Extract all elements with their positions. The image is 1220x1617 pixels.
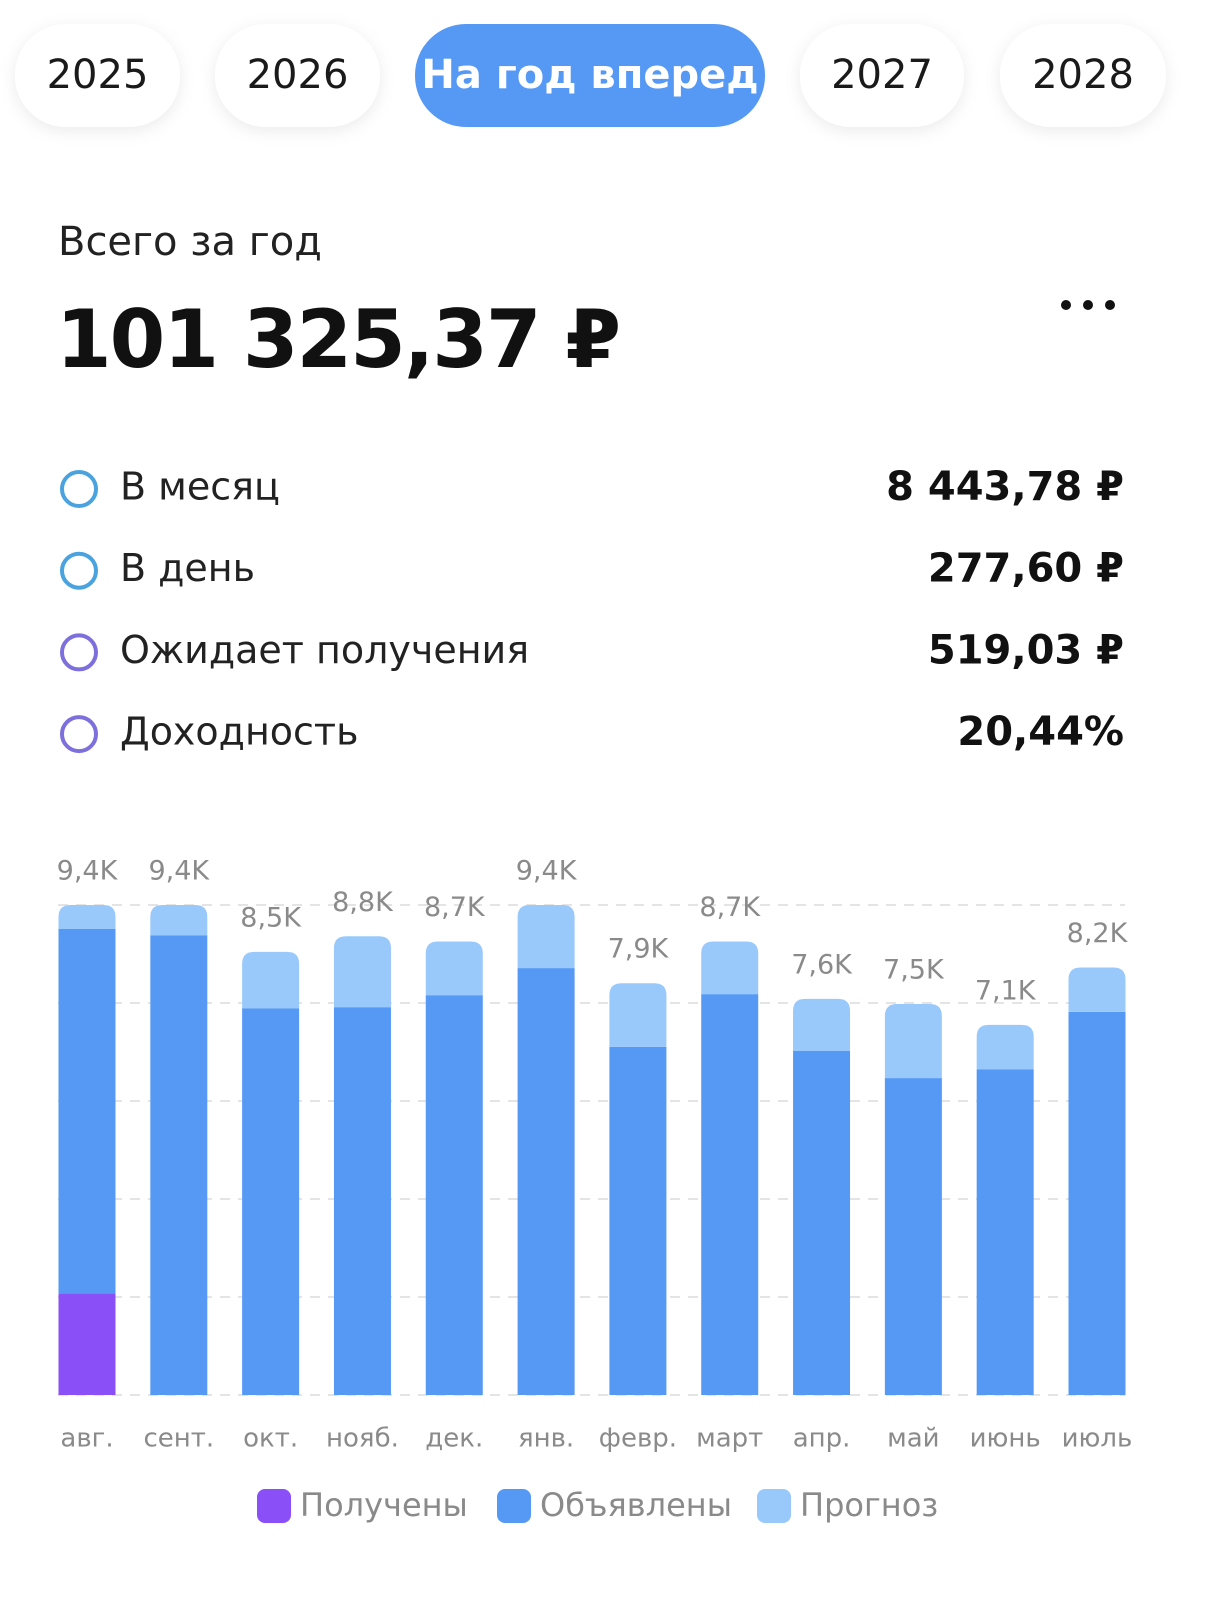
row-marker	[60, 551, 98, 590]
total-label: 9,4K	[57, 856, 119, 887]
bar-segment	[242, 951, 300, 1009]
x-tick-label: апр.	[793, 1424, 851, 1454]
row-label: Доходность	[120, 710, 358, 754]
legend-swatch	[497, 1489, 531, 1523]
row-label: Ожидает получения	[120, 628, 529, 672]
tab[interactable]	[1000, 24, 1166, 127]
legend-label: Получены	[300, 1486, 468, 1524]
x-tick-label: июнь	[970, 1424, 1041, 1454]
row-marker	[60, 470, 98, 508]
total-label: 8,2K	[1067, 918, 1129, 949]
menu-dot[interactable]	[1061, 300, 1071, 310]
bar-segment	[1068, 1011, 1126, 1395]
total-label: 9,4K	[148, 856, 210, 887]
row-value: 8 443,78 ₽	[886, 464, 1124, 510]
bar-segment	[793, 1050, 851, 1395]
total-label: 7,6K	[791, 949, 853, 980]
row-value: 277,60 ₽	[928, 546, 1124, 592]
row-label: В день	[120, 546, 255, 590]
tab-label[interactable]: 2028	[1032, 52, 1134, 98]
bar-segment	[58, 905, 116, 929]
total-label: 8,5K	[240, 902, 302, 933]
bar-segment	[976, 1024, 1034, 1070]
legend-label: Объявлены	[540, 1486, 732, 1524]
bar-segment	[701, 994, 759, 1395]
total-label: 9,4K	[516, 856, 578, 887]
total-label: 8,7K	[424, 892, 486, 923]
row-value: 20,44%	[957, 709, 1124, 755]
bar-segment	[793, 998, 851, 1051]
bar-segment	[884, 1004, 942, 1079]
bar-segment	[976, 1069, 1034, 1395]
row-marker	[60, 715, 98, 754]
x-tick-label: июль	[1062, 1424, 1133, 1454]
x-tick-label: март	[696, 1424, 763, 1454]
total-label: 7,1K	[975, 975, 1037, 1006]
bar-segment	[150, 905, 208, 936]
bar-segment	[609, 1046, 667, 1395]
bar-segment	[333, 1007, 391, 1395]
x-tick-label: май	[887, 1424, 939, 1454]
total-label: 8,8K	[332, 887, 394, 918]
tab-label[interactable]: На год вперед	[421, 52, 758, 98]
bar-segment	[425, 995, 483, 1395]
x-tick-label: янв.	[518, 1424, 574, 1454]
tab-label[interactable]: 2025	[47, 52, 149, 98]
menu-dot[interactable]	[1083, 300, 1093, 310]
tab[interactable]	[215, 24, 380, 127]
tab[interactable]	[800, 24, 964, 127]
tab-label[interactable]: 2027	[831, 52, 933, 98]
legend-swatch	[257, 1489, 291, 1523]
row-label: В месяц	[120, 465, 280, 509]
bar-segment	[609, 983, 667, 1047]
total-label: 7,9K	[608, 934, 670, 965]
x-tick-label: дек.	[425, 1424, 483, 1454]
menu-dot[interactable]	[1105, 300, 1115, 310]
row-marker	[60, 633, 98, 672]
bar-segment	[58, 1293, 116, 1395]
total-label: 7,5K	[883, 955, 945, 986]
row-value: 519,03 ₽	[928, 627, 1124, 673]
x-tick-label: авг.	[60, 1424, 113, 1454]
tab[interactable]	[15, 24, 180, 127]
total-label: 8,7K	[699, 892, 761, 923]
tab-label[interactable]: 2026	[247, 52, 349, 98]
legend-label: Прогноз	[800, 1486, 938, 1524]
bar-segment	[517, 968, 575, 1395]
summary-title: Всего за год	[58, 219, 322, 265]
summary-total: 101 325,37 ₽	[56, 293, 619, 386]
bar-segment	[517, 905, 575, 969]
x-tick-label: нояб.	[326, 1424, 399, 1454]
bar-segment	[1068, 967, 1126, 1012]
bar-segment	[242, 1008, 300, 1395]
bar-segment	[150, 935, 208, 1395]
bar-segment	[333, 936, 391, 1008]
bar-segment	[701, 941, 759, 995]
x-tick-label: окт.	[243, 1424, 298, 1454]
legend-swatch	[757, 1489, 791, 1523]
x-tick-label: сент.	[143, 1424, 214, 1454]
x-tick-label: февр.	[599, 1424, 677, 1454]
bar-segment	[425, 941, 483, 996]
bar-segment	[884, 1078, 942, 1395]
bar-segment	[58, 928, 116, 1294]
tab[interactable]	[415, 24, 765, 127]
